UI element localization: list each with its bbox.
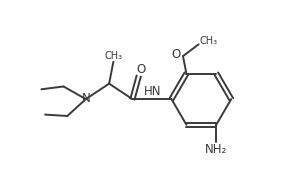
Text: HN: HN — [144, 85, 161, 98]
Text: N: N — [82, 92, 90, 105]
Text: CH₃: CH₃ — [105, 50, 123, 61]
Text: CH₃: CH₃ — [200, 36, 218, 47]
Text: NH₂: NH₂ — [205, 143, 227, 156]
Text: O: O — [136, 63, 146, 76]
Text: O: O — [171, 48, 180, 61]
